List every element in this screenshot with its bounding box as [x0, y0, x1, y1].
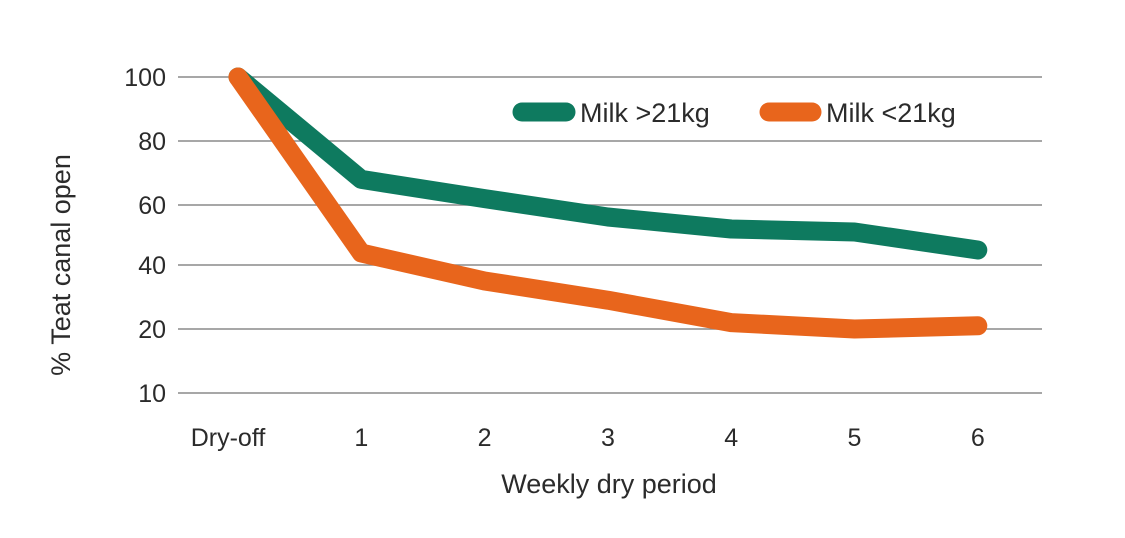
y-tick-label: 10 — [138, 380, 166, 408]
legend-item: Milk >21kg — [512, 98, 710, 128]
legend-label: Milk >21kg — [580, 98, 710, 128]
x-tick-label: Dry-off — [191, 424, 266, 452]
x-tick-label: 4 — [724, 424, 738, 452]
series-lines — [228, 67, 988, 339]
y-axis-title: % Teat canal open — [46, 154, 76, 376]
y-tick-label: 60 — [138, 192, 166, 220]
x-tick-label: 3 — [601, 424, 615, 452]
legend: Milk >21kg Milk <21kg — [512, 98, 956, 128]
y-tick-label: 40 — [138, 252, 166, 280]
x-tick-label: 1 — [354, 424, 368, 452]
x-tick-label: 2 — [478, 424, 492, 452]
legend-label: Milk <21kg — [826, 98, 956, 128]
series-line-milk-over-21kg — [228, 67, 988, 260]
x-tick-labels: Dry-off 1 2 3 4 5 6 — [191, 424, 985, 452]
y-tick-label: 80 — [138, 128, 166, 156]
x-tick-label: 5 — [848, 424, 862, 452]
legend-item: Milk <21kg — [759, 98, 956, 128]
x-axis-title: Weekly dry period — [501, 469, 717, 499]
y-tick-label: 20 — [138, 316, 166, 344]
x-tick-label: 6 — [971, 424, 985, 452]
y-tick-labels: 10 20 40 60 80 100 — [124, 64, 166, 408]
y-tick-label: 100 — [124, 64, 166, 92]
series-line-milk-under-21kg — [228, 67, 988, 339]
